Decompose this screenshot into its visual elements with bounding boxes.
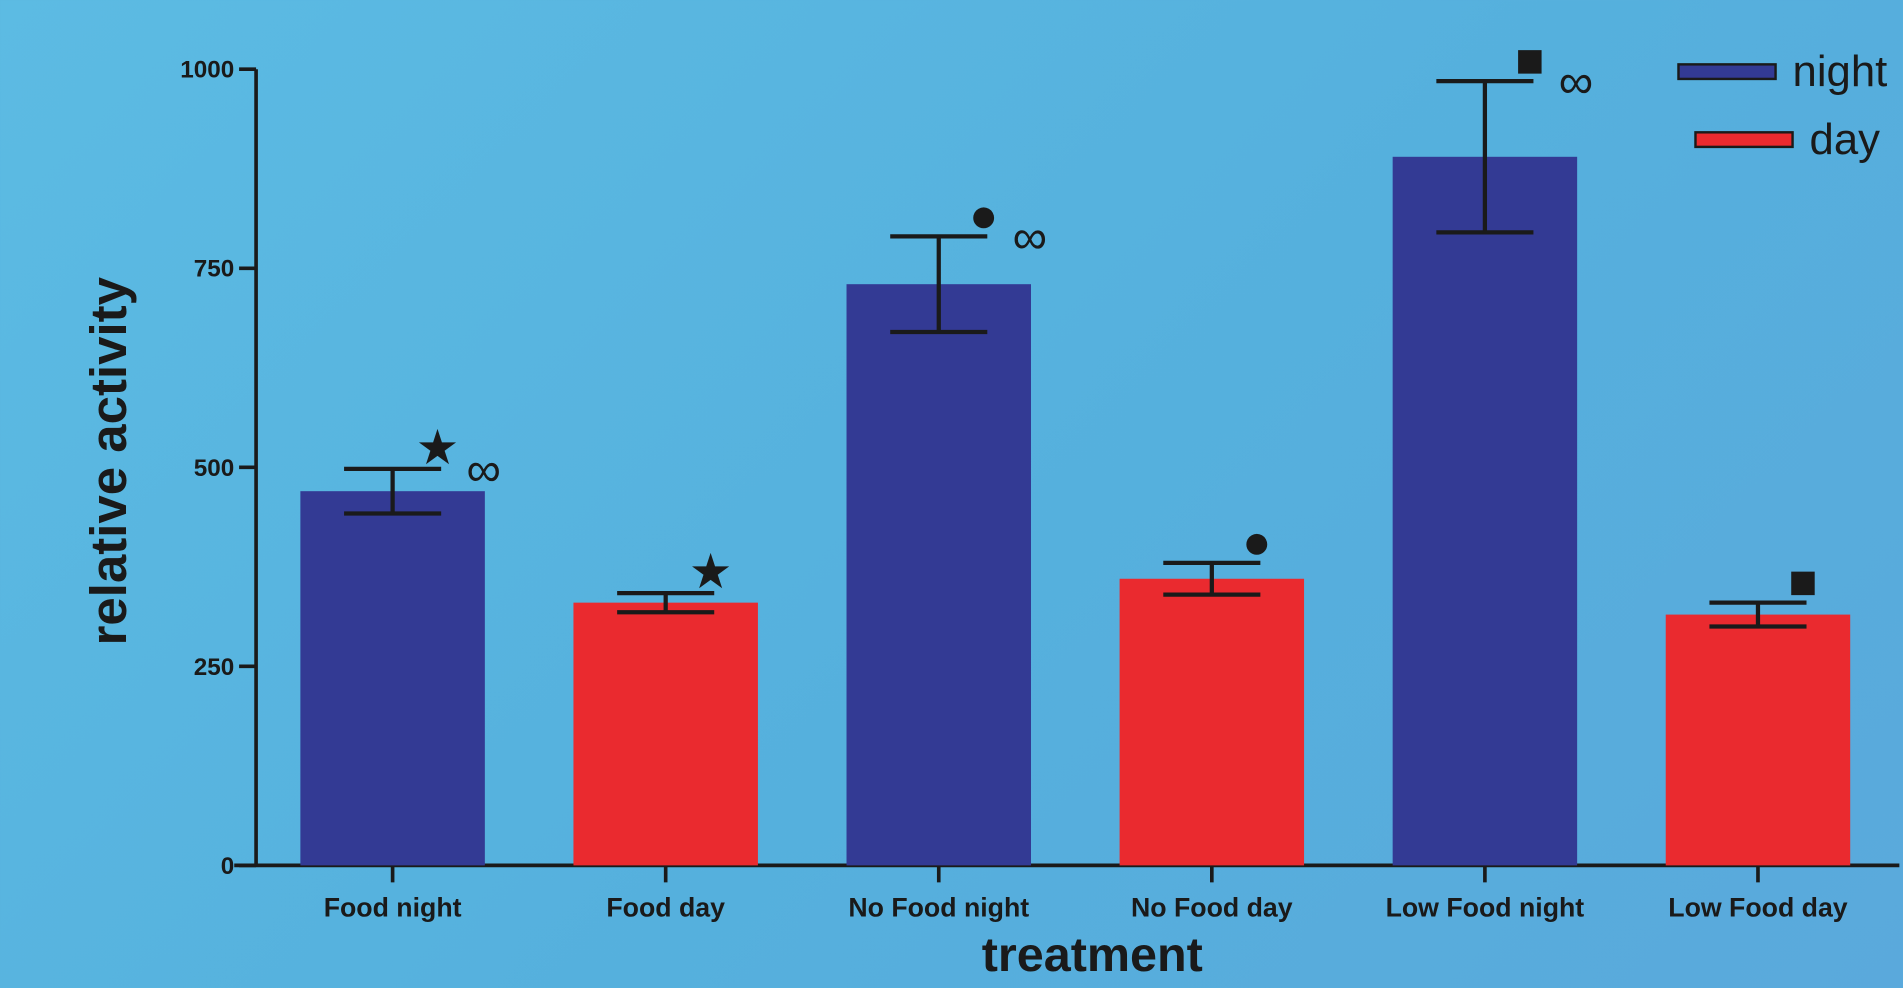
bar — [300, 491, 485, 866]
bar — [846, 284, 1031, 866]
error-bar — [1709, 600, 1807, 629]
error-bar — [344, 466, 442, 516]
legend-swatch — [1694, 131, 1794, 149]
error-bar — [617, 590, 715, 615]
annotation: ★ — [689, 545, 733, 599]
y-tick-label: 750 — [194, 256, 235, 283]
y-tick-label: 0 — [221, 853, 235, 880]
x-tick-label: Food day — [606, 892, 725, 922]
bar — [1119, 578, 1305, 866]
x-tick-label: Low Food day — [1668, 892, 1848, 922]
annotation: ● — [969, 189, 998, 243]
bar — [573, 602, 758, 866]
y-tick-label: 250 — [194, 654, 235, 681]
error-bar — [1436, 79, 1534, 235]
annotation: ∞ — [1012, 210, 1047, 264]
annotation: ● — [1242, 515, 1271, 569]
y-tick-label: 500 — [194, 455, 235, 482]
bar — [1665, 614, 1851, 866]
annotation: ★ — [416, 421, 460, 475]
x-tick-label: Low Food night — [1386, 892, 1585, 922]
legend-label: night — [1793, 47, 1888, 96]
x-axis-label: treatment — [982, 928, 1203, 982]
legend-label: day — [1810, 115, 1881, 164]
x-tick-label: No Food night — [848, 892, 1029, 922]
y-tick-label: 1000 — [180, 57, 234, 84]
y-axis-label: relative activity — [80, 276, 137, 645]
annotation: ∞ — [466, 443, 501, 497]
annotation: ■ — [1788, 555, 1817, 609]
bar — [1392, 156, 1578, 866]
x-tick-label: No Food day — [1131, 892, 1293, 922]
legend-swatch — [1677, 63, 1777, 81]
annotation: ■ — [1515, 33, 1544, 87]
error-bar — [890, 234, 988, 335]
error-bar — [1163, 560, 1261, 597]
x-tick-label: Food night — [324, 892, 462, 922]
annotation: ∞ — [1559, 55, 1594, 109]
